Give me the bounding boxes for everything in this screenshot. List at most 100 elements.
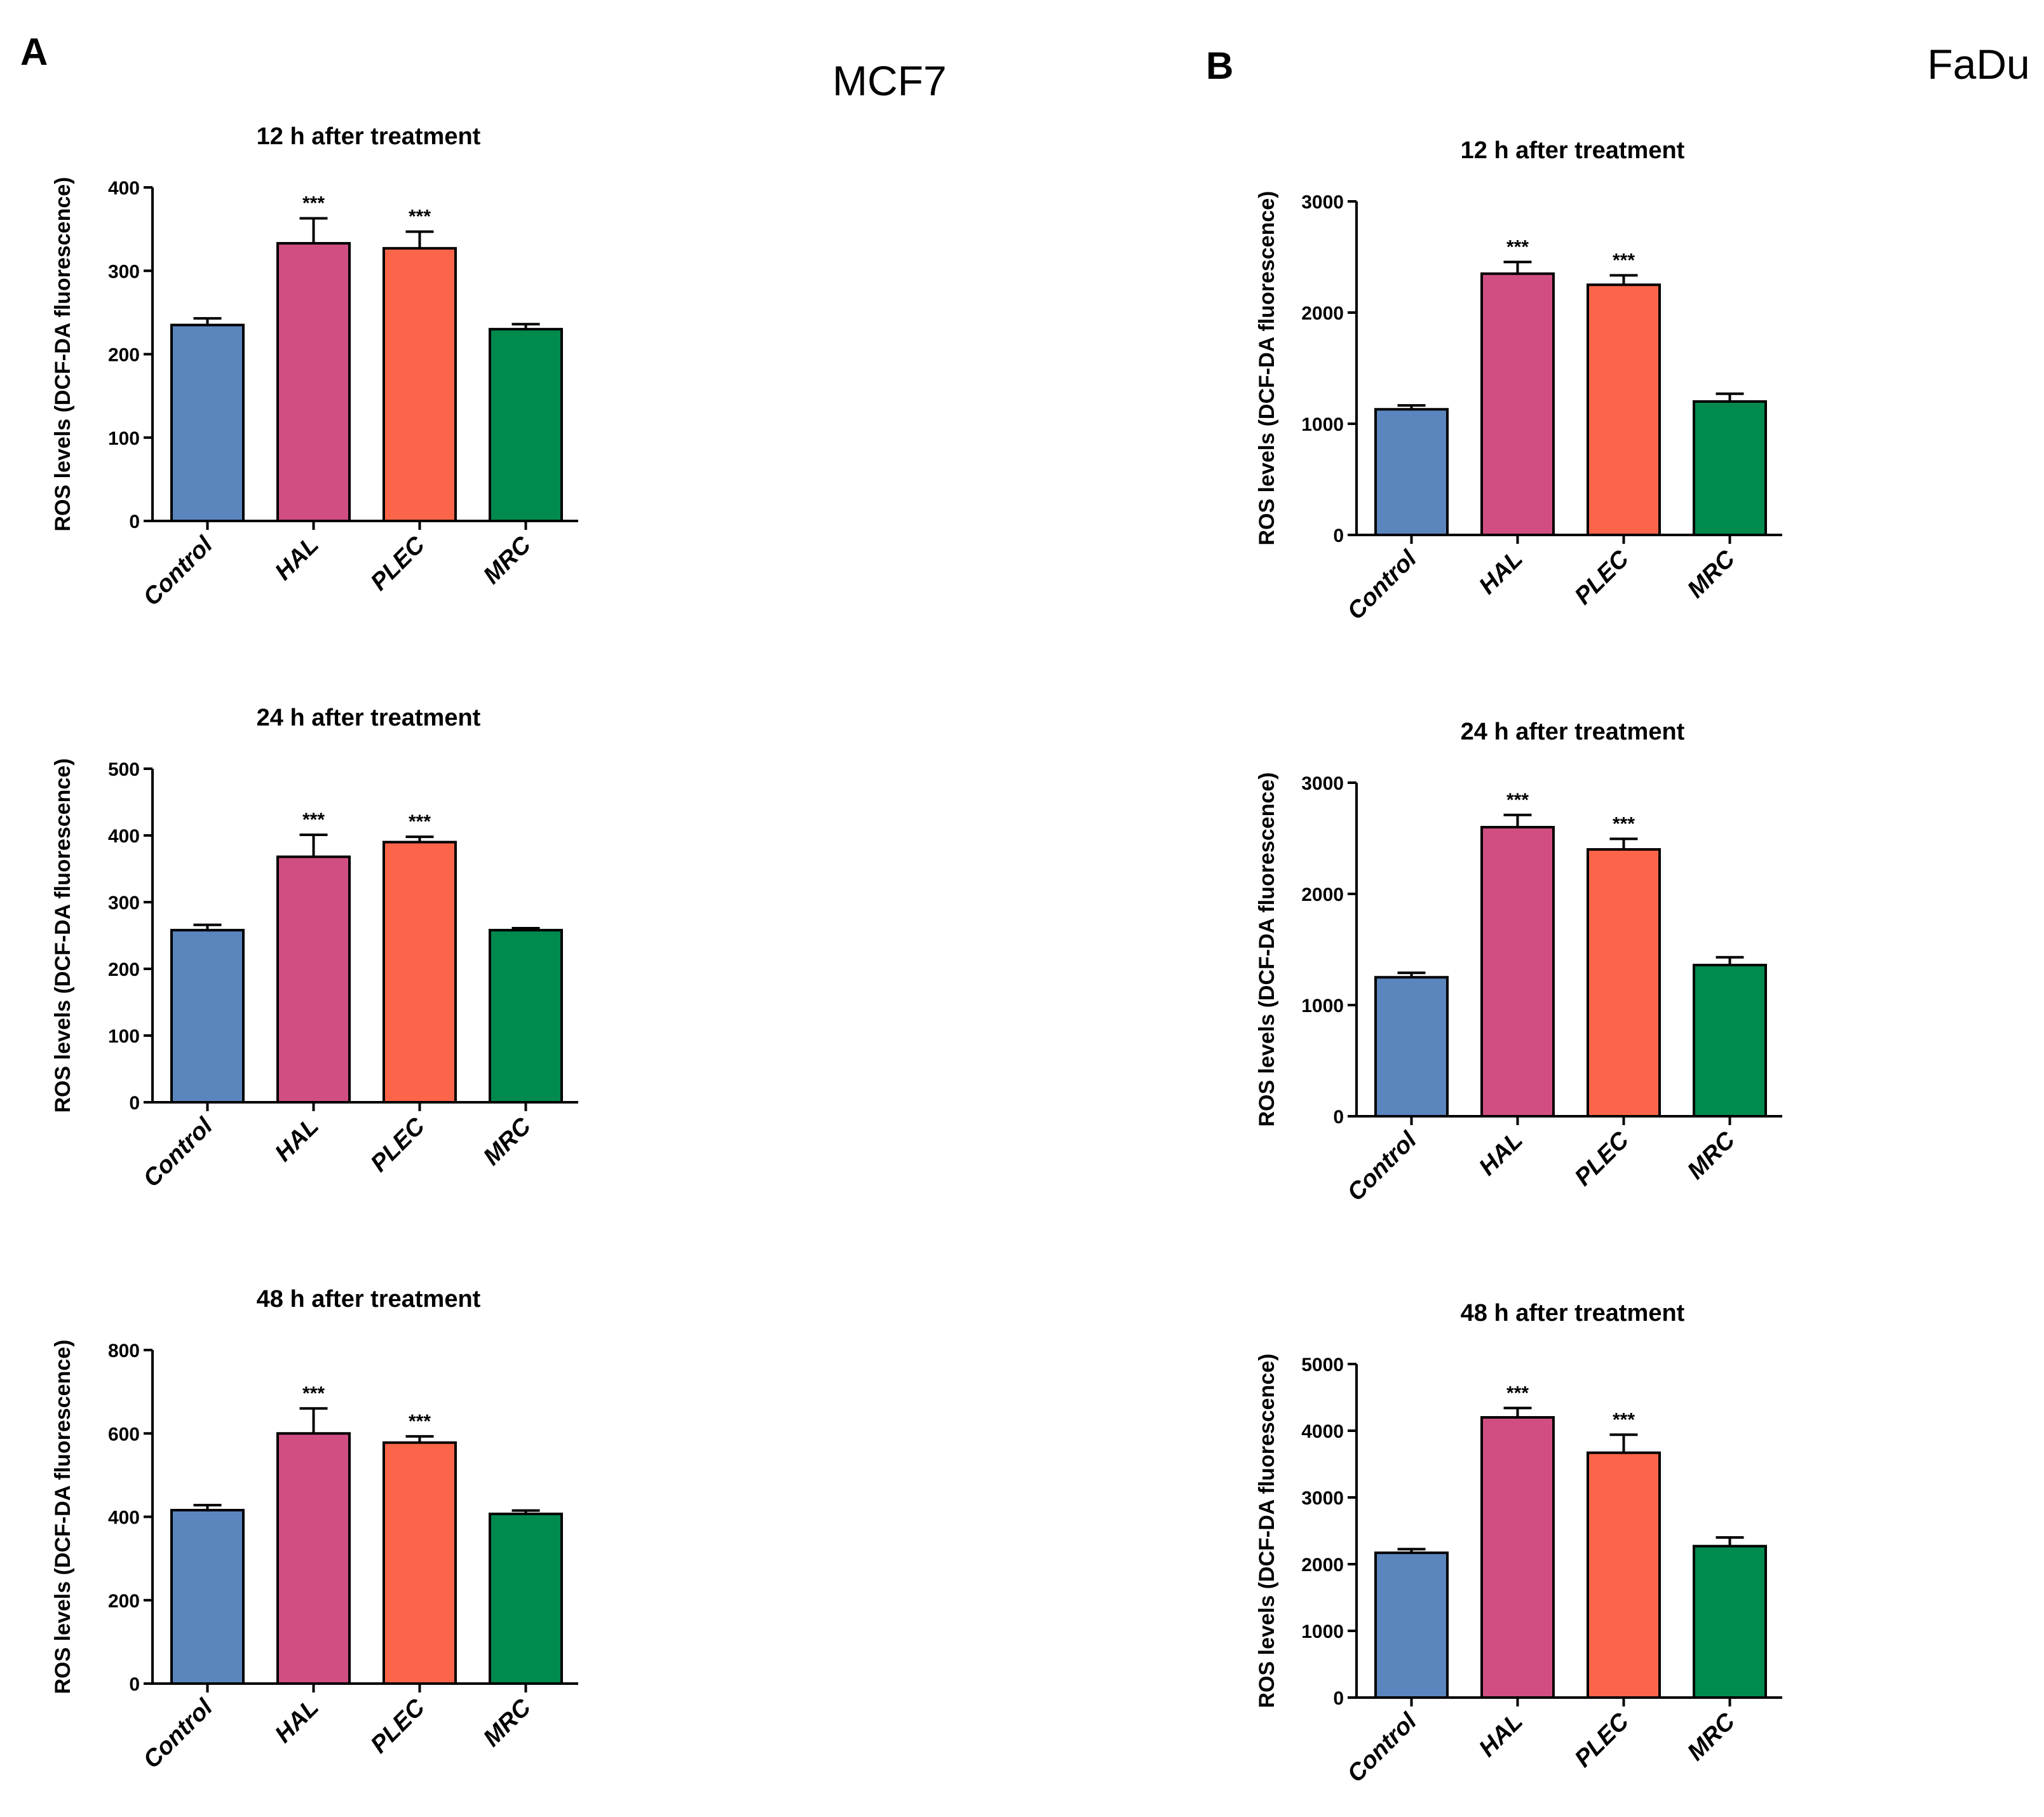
x-tick-label: PLEC: [365, 1112, 430, 1177]
y-tick-label: 300: [108, 893, 140, 914]
chart-6: 48 h after treatment ROS levels (DCF-DA f…: [1255, 1300, 1782, 1788]
x-tick-label: Control: [139, 1112, 219, 1192]
y-axis-label: ROS levels (DCF-DA fluorescence): [1255, 191, 1279, 546]
x-tick-label: PLEC: [365, 1694, 430, 1759]
bar-control: [1374, 976, 1449, 1118]
bar-control: [1374, 408, 1449, 536]
y-tick-label: 3000: [1301, 192, 1344, 213]
y-tick-label: 3000: [1301, 1488, 1344, 1509]
significance-label: ***: [302, 1383, 325, 1404]
y-tick-label: 800: [108, 1341, 140, 1361]
chart-1: 12 h after treatment ROS levels (DCF-DA f…: [51, 123, 578, 611]
y-tick-label: 200: [108, 959, 140, 980]
chart-title: 12 h after treatment: [1461, 137, 1685, 164]
y-tick-label: 200: [108, 345, 140, 366]
bar-plec: [382, 1441, 457, 1685]
bar-hal: [276, 1432, 351, 1685]
x-tick-label: Control: [1343, 1708, 1423, 1788]
y-tick-label: 600: [108, 1424, 140, 1445]
panel-title-mcf7: MCF7: [832, 57, 947, 104]
bar-control: [170, 1509, 245, 1685]
x-tick-label: MRC: [478, 1694, 536, 1752]
bar-control: [1374, 1551, 1449, 1699]
y-axis-label: ROS levels (DCF-DA fluorescence): [51, 177, 75, 532]
x-tick-label: Control: [1343, 1126, 1423, 1206]
y-tick-label: 100: [108, 1026, 140, 1047]
x-tick-label: HAL: [1474, 1127, 1528, 1181]
chart-5: 24 h after treatment ROS levels (DCF-DA f…: [1255, 719, 1782, 1206]
x-tick-label: PLEC: [1569, 1708, 1634, 1773]
bar-plec: [1587, 283, 1661, 536]
x-tick-label: HAL: [270, 532, 324, 586]
x-tick-label: Control: [139, 531, 219, 611]
y-tick-label: 4000: [1301, 1421, 1344, 1442]
bar-control: [170, 929, 245, 1104]
significance-label: ***: [302, 193, 325, 214]
y-tick-label: 1000: [1301, 996, 1344, 1017]
chart-title: 12 h after treatment: [257, 123, 481, 150]
x-tick-label: HAL: [1474, 546, 1528, 600]
chart-title: 24 h after treatment: [257, 705, 481, 731]
chart-2: 24 h after treatment ROS levels (DCF-DA f…: [51, 705, 578, 1192]
y-tick-label: 0: [1333, 1107, 1344, 1128]
chart-title: 24 h after treatment: [1461, 719, 1685, 745]
panel-letter-b: B: [1206, 44, 1233, 87]
panel-letter-a: A: [20, 30, 48, 73]
y-tick-label: 400: [108, 1508, 140, 1529]
significance-label: ***: [1506, 1382, 1529, 1403]
x-tick-label: Control: [1343, 545, 1423, 625]
significance-label: ***: [1506, 790, 1529, 811]
x-tick-label: MRC: [478, 1112, 536, 1170]
y-tick-label: 2000: [1301, 303, 1344, 324]
chart-3: 48 h after treatment ROS levels (DCF-DA f…: [51, 1286, 578, 1774]
significance-label: ***: [409, 1411, 431, 1432]
x-tick-label: HAL: [270, 1113, 324, 1167]
y-tick-label: 2000: [1301, 884, 1344, 905]
x-tick-label: MRC: [478, 531, 536, 589]
y-tick-label: 0: [1333, 1688, 1344, 1709]
y-tick-label: 300: [108, 261, 140, 282]
significance-label: ***: [302, 809, 325, 830]
bar-mrc: [1693, 1544, 1767, 1699]
y-tick-label: 500: [108, 759, 140, 780]
panel-title-fadu: FaDu: [1927, 41, 2029, 88]
y-tick-label: 5000: [1301, 1354, 1344, 1375]
bar-plec: [382, 247, 457, 522]
bar-hal: [1480, 1416, 1555, 1699]
y-tick-label: 400: [108, 178, 140, 199]
y-axis-label: ROS levels (DCF-DA fluorescence): [51, 759, 75, 1113]
bar-mrc: [1693, 400, 1767, 536]
y-tick-label: 2000: [1301, 1555, 1344, 1576]
bar-hal: [276, 241, 351, 522]
bar-mrc: [489, 328, 563, 522]
y-axis-label: ROS levels (DCF-DA fluorescence): [51, 1340, 75, 1694]
significance-label: ***: [409, 811, 431, 832]
bar-hal: [1480, 826, 1555, 1118]
significance-label: ***: [409, 206, 431, 227]
chart-title: 48 h after treatment: [1461, 1300, 1685, 1327]
y-tick-label: 100: [108, 428, 140, 449]
significance-label: ***: [1506, 236, 1529, 257]
charts-container: 12 h after treatment ROS levels (DCF-DA f…: [51, 123, 1782, 1788]
x-tick-label: HAL: [270, 1694, 324, 1748]
x-tick-label: PLEC: [1569, 1126, 1634, 1191]
bar-hal: [1480, 272, 1555, 536]
bar-mrc: [489, 1512, 563, 1685]
x-tick-label: PLEC: [365, 531, 430, 596]
bar-mrc: [1693, 964, 1767, 1118]
chart-title: 48 h after treatment: [257, 1286, 481, 1313]
y-axis-label: ROS levels (DCF-DA fluorescence): [1255, 1354, 1279, 1708]
y-tick-label: 400: [108, 826, 140, 847]
y-tick-label: 0: [129, 1674, 140, 1695]
bar-plec: [382, 841, 457, 1104]
chart-4: 12 h after treatment ROS levels (DCF-DA f…: [1255, 137, 1782, 625]
y-tick-label: 1000: [1301, 414, 1344, 435]
x-tick-label: PLEC: [1569, 545, 1634, 610]
bar-plec: [1587, 848, 1661, 1118]
y-tick-label: 0: [129, 511, 140, 532]
y-tick-label: 200: [108, 1591, 140, 1612]
y-axis-label: ROS levels (DCF-DA fluorescence): [1255, 773, 1279, 1127]
x-tick-label: MRC: [1682, 545, 1740, 603]
x-tick-label: Control: [139, 1694, 219, 1774]
